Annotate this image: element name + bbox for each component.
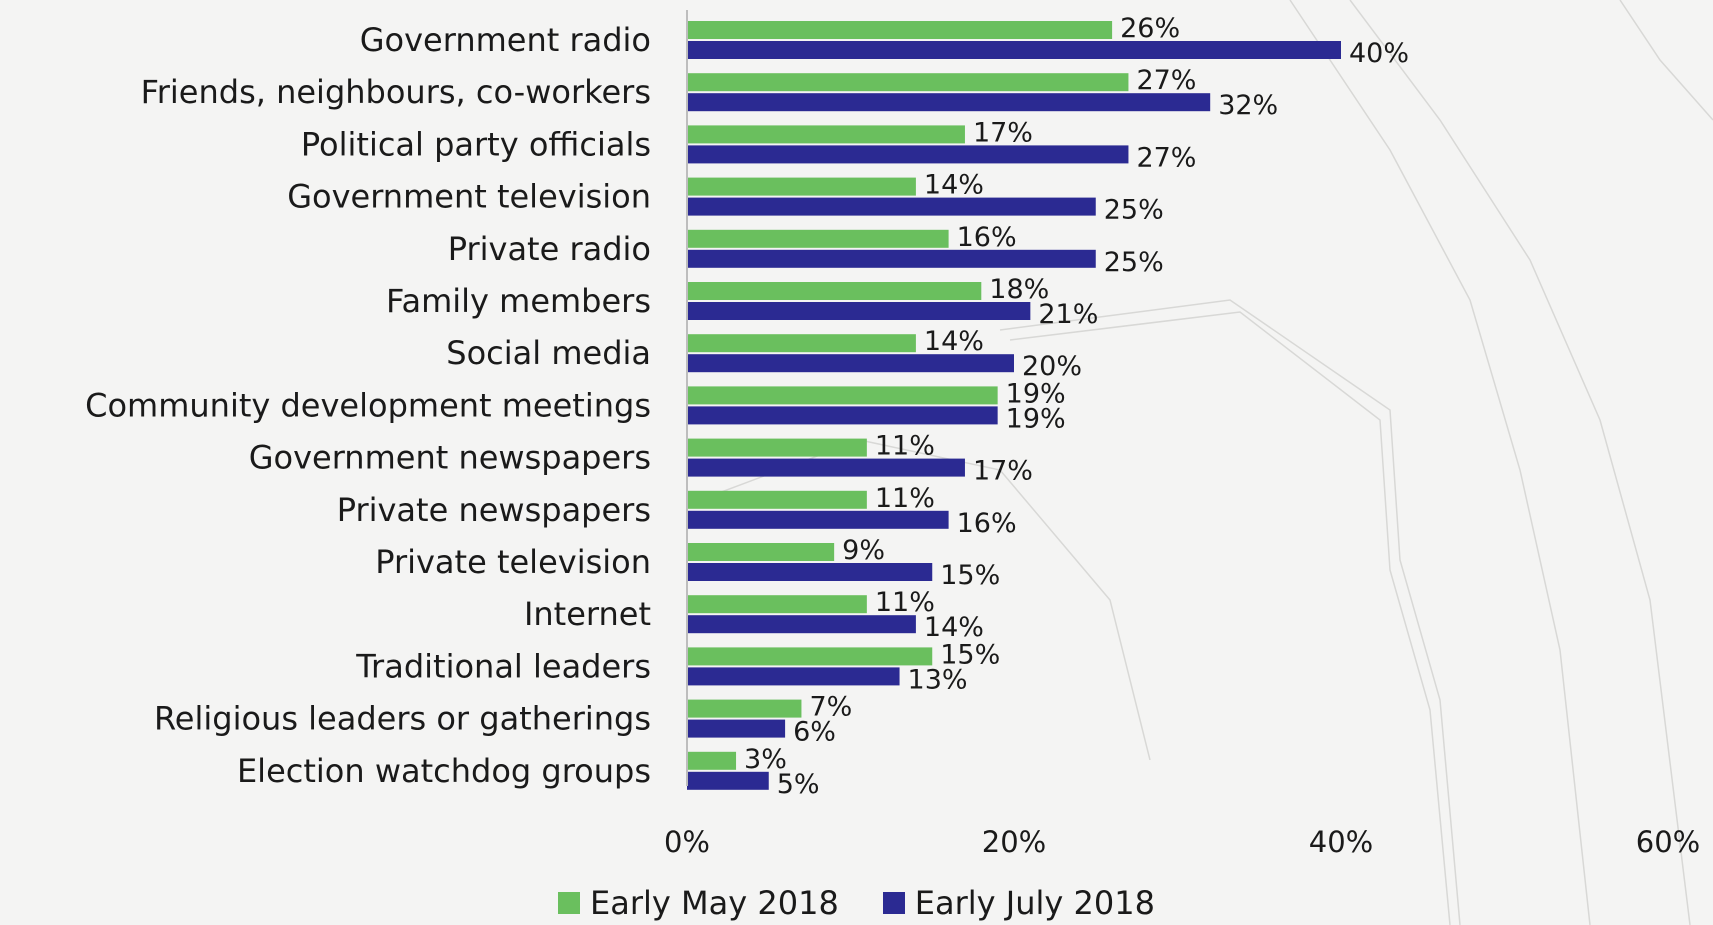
bar-early-may-2018-political-party-officials xyxy=(687,125,965,144)
category-label-religious-leaders-or-gatherings: Religious leaders or gatherings xyxy=(154,700,651,738)
bar-early-may-2018-election-watchdog-groups xyxy=(687,751,737,770)
value-label-early-july-2018-community-development-meetings: 19% xyxy=(1006,403,1066,434)
value-label-early-july-2018-internet: 14% xyxy=(924,612,984,643)
x-axis-ticks: 0% 20% 40% 60% xyxy=(664,825,1700,859)
bar-early-may-2018-religious-leaders-or-gatherings xyxy=(687,699,802,718)
value-label-early-may-2018-community-development-meetings: 19% xyxy=(1006,378,1066,409)
bar-early-may-2018-government-newspapers xyxy=(687,438,867,457)
x-tick-label-40: 40% xyxy=(1309,825,1373,859)
value-label-early-july-2018-private-newspapers: 16% xyxy=(957,508,1017,539)
value-label-early-may-2018-government-radio: 26% xyxy=(1120,13,1180,44)
value-label-early-july-2018-government-newspapers: 17% xyxy=(973,456,1033,487)
legend-item-early-may-2018: Early May 2018 xyxy=(558,884,839,922)
category-label-traditional-leaders: Traditional leaders xyxy=(355,647,651,685)
bar-early-july-2018-community-development-meetings xyxy=(687,406,998,425)
value-label-early-may-2018-private-television: 9% xyxy=(842,535,885,566)
decorative-line xyxy=(1289,0,1591,925)
value-labels: 26% 40% 27% 32% 17% 27% 14% 25% 16% 25% 18%21% 14% 2… xyxy=(744,13,1409,800)
bar-early-may-2018-family-members xyxy=(687,282,982,300)
category-label-government-television: Government television xyxy=(287,178,651,216)
value-label-early-july-2018-traditional-leaders: 13% xyxy=(908,664,968,695)
bar-early-july-2018-government-radio xyxy=(687,41,1341,59)
bar-early-may-2018-friends-neighbours-co-workers xyxy=(687,73,1129,92)
value-label-early-may-2018-social-media: 14% xyxy=(924,326,984,357)
category-label-government-radio: Government radio xyxy=(360,21,651,59)
value-label-early-may-2018-political-party-officials: 17% xyxy=(973,117,1033,148)
bar-early-july-2018-private-television xyxy=(687,563,933,581)
value-label-early-may-2018-family-members: 18% xyxy=(989,274,1049,305)
value-label-early-july-2018-friends-neighbours-co-workers: 32% xyxy=(1218,90,1278,121)
bar-early-july-2018-friends-neighbours-co-workers xyxy=(687,93,1211,112)
decorative-line xyxy=(1009,311,1451,925)
category-label-election-watchdog-groups: Election watchdog groups xyxy=(237,752,651,790)
bar-early-july-2018-election-watchdog-groups xyxy=(687,771,769,790)
x-tick-label-0: 0% xyxy=(664,825,710,859)
bar-early-july-2018-private-radio xyxy=(687,249,1096,268)
legend-swatch-early-may-2018 xyxy=(558,892,581,914)
bar-early-july-2018-private-newspapers xyxy=(687,510,949,529)
value-label-early-july-2018-political-party-officials: 27% xyxy=(1136,142,1196,173)
decorative-line xyxy=(999,299,1461,925)
bar-early-july-2018-government-newspapers xyxy=(687,458,965,477)
bar-early-july-2018-traditional-leaders xyxy=(687,667,900,686)
bar-early-may-2018-government-television xyxy=(687,177,916,196)
category-label-private-radio: Private radio xyxy=(448,230,651,268)
x-tick-label-20: 20% xyxy=(982,825,1046,859)
value-label-early-july-2018-private-radio: 25% xyxy=(1104,247,1164,278)
category-labels: Government radio Friends, neighbours, co-… xyxy=(85,21,651,790)
value-label-early-july-2018-private-television: 15% xyxy=(940,560,1000,591)
category-label-friends-neighbours-co-workers: Friends, neighbours, co-workers xyxy=(141,73,651,111)
category-label-private-newspapers: Private newspapers xyxy=(337,491,651,529)
legend-item-early-july-2018: Early July 2018 xyxy=(882,884,1155,922)
legend-swatch-early-july-2018 xyxy=(882,892,905,914)
category-label-community-development-meetings: Community development meetings xyxy=(85,386,651,424)
category-label-internet: Internet xyxy=(524,595,651,633)
bars xyxy=(687,21,1341,790)
bar-early-may-2018-community-development-meetings xyxy=(687,386,998,405)
category-label-family-members: Family members xyxy=(386,282,651,320)
value-label-early-may-2018-religious-leaders-or-gatherings: 7% xyxy=(809,692,852,723)
bar-early-may-2018-private-radio xyxy=(687,229,949,248)
value-label-early-may-2018-private-newspapers: 11% xyxy=(875,483,935,514)
value-label-early-may-2018-government-newspapers: 11% xyxy=(875,431,935,462)
bar-early-may-2018-government-radio xyxy=(687,21,1113,39)
bar-early-july-2018-internet xyxy=(687,615,916,634)
decorative-line xyxy=(1349,0,1691,925)
bar-early-july-2018-government-television xyxy=(687,197,1096,216)
legend: Early May 2018 Early July 2018 xyxy=(0,884,1713,922)
value-label-early-july-2018-election-watchdog-groups: 5% xyxy=(777,769,820,800)
value-label-early-may-2018-election-watchdog-groups: 3% xyxy=(744,744,787,775)
value-label-early-may-2018-friends-neighbours-co-workers: 27% xyxy=(1136,65,1196,96)
category-label-political-party-officials: Political party officials xyxy=(301,125,651,163)
category-label-government-newspapers: Government newspapers xyxy=(249,439,651,477)
value-label-early-may-2018-private-radio: 16% xyxy=(957,222,1017,253)
bar-early-may-2018-social-media xyxy=(687,334,916,353)
value-label-early-july-2018-family-members: 21% xyxy=(1038,299,1098,330)
bar-early-may-2018-traditional-leaders xyxy=(687,647,933,666)
bar-early-may-2018-private-television xyxy=(687,543,835,561)
bar-early-july-2018-social-media xyxy=(687,354,1014,373)
category-label-social-media: Social media xyxy=(446,334,651,372)
bar-early-july-2018-political-party-officials xyxy=(687,145,1129,164)
category-label-private-television: Private television xyxy=(375,543,651,581)
legend-label: Early May 2018 xyxy=(590,884,839,922)
bar-early-may-2018-internet xyxy=(687,595,867,614)
value-label-early-july-2018-government-television: 25% xyxy=(1104,195,1164,226)
decorative-line xyxy=(1619,0,1713,121)
legend-label: Early July 2018 xyxy=(914,884,1155,922)
value-label-early-may-2018-traditional-leaders: 15% xyxy=(940,639,1000,670)
value-label-early-july-2018-government-radio: 40% xyxy=(1349,38,1409,69)
bar-early-may-2018-private-newspapers xyxy=(687,490,867,509)
bar-early-july-2018-religious-leaders-or-gatherings xyxy=(687,719,786,738)
bar-early-july-2018-family-members xyxy=(687,302,1031,320)
value-label-early-may-2018-internet: 11% xyxy=(875,587,935,618)
value-label-early-july-2018-social-media: 20% xyxy=(1022,351,1082,382)
x-tick-label-60: 60% xyxy=(1636,825,1700,859)
value-label-early-july-2018-religious-leaders-or-gatherings: 6% xyxy=(793,717,836,748)
value-label-early-may-2018-government-television: 14% xyxy=(924,170,984,201)
